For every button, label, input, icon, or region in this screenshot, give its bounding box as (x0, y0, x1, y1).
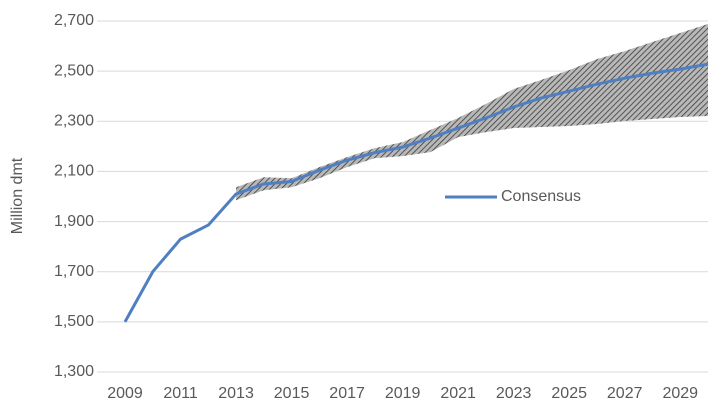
x-tick-label: 2013 (218, 385, 254, 402)
y-tick-label: 2,300 (54, 113, 94, 130)
y-tick-label: 1,300 (54, 363, 94, 380)
x-tick-label: 2009 (107, 385, 143, 402)
y-tick-label: 1,700 (54, 263, 94, 280)
y-tick-label: 2,700 (54, 12, 94, 29)
x-tick-label: 2017 (329, 385, 365, 402)
x-tick-label: 2021 (440, 385, 476, 402)
line (123, 62, 709, 323)
y-axis-label: Million dmt (9, 157, 26, 234)
x-tick-label: 2027 (607, 385, 643, 402)
y-tick-label: 2,500 (54, 62, 94, 79)
x-tick-label: 2029 (662, 385, 698, 402)
legend-label: Consensus (501, 188, 581, 205)
y-tick-label: 1,500 (54, 313, 94, 330)
forecast-band (236, 24, 709, 201)
y-tick-label: 2,100 (54, 163, 94, 180)
x-tick-label: 2019 (385, 385, 421, 402)
x-tick-label: 2025 (551, 385, 587, 402)
x-tick-label: 2023 (496, 385, 532, 402)
x-tick-label: 2015 (274, 385, 310, 402)
y-tick-label: 1,900 (54, 213, 94, 230)
x-tick-label: 2011 (163, 385, 198, 402)
